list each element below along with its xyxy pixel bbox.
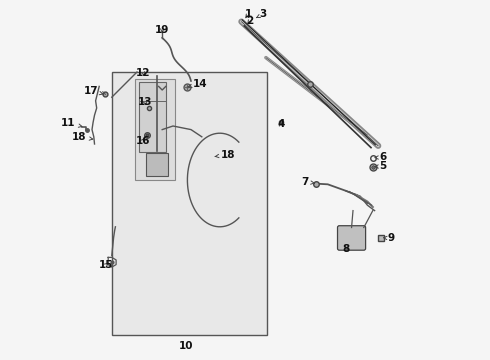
Text: 7: 7: [302, 177, 315, 187]
Bar: [139, 82, 166, 152]
Text: 11: 11: [61, 118, 82, 128]
Text: 9: 9: [384, 233, 395, 243]
Text: 19: 19: [155, 24, 170, 35]
Text: 4: 4: [277, 119, 285, 129]
Text: 10: 10: [178, 341, 193, 351]
Text: 16: 16: [136, 136, 150, 146]
Text: 3: 3: [256, 9, 267, 19]
Text: 18: 18: [215, 150, 235, 160]
Text: 13: 13: [138, 96, 152, 107]
Text: 8: 8: [343, 244, 350, 254]
Text: 18: 18: [72, 132, 93, 142]
Bar: [112, 72, 267, 335]
Text: 1: 1: [245, 9, 252, 19]
Text: 2: 2: [246, 16, 253, 26]
Text: 5: 5: [375, 161, 386, 171]
FancyBboxPatch shape: [338, 226, 366, 250]
Bar: [135, 79, 175, 180]
Text: 14: 14: [188, 78, 208, 89]
Text: 6: 6: [375, 152, 386, 162]
Text: 15: 15: [99, 260, 114, 270]
Bar: [146, 153, 168, 176]
Text: 12: 12: [136, 68, 151, 78]
Text: 17: 17: [83, 86, 103, 96]
